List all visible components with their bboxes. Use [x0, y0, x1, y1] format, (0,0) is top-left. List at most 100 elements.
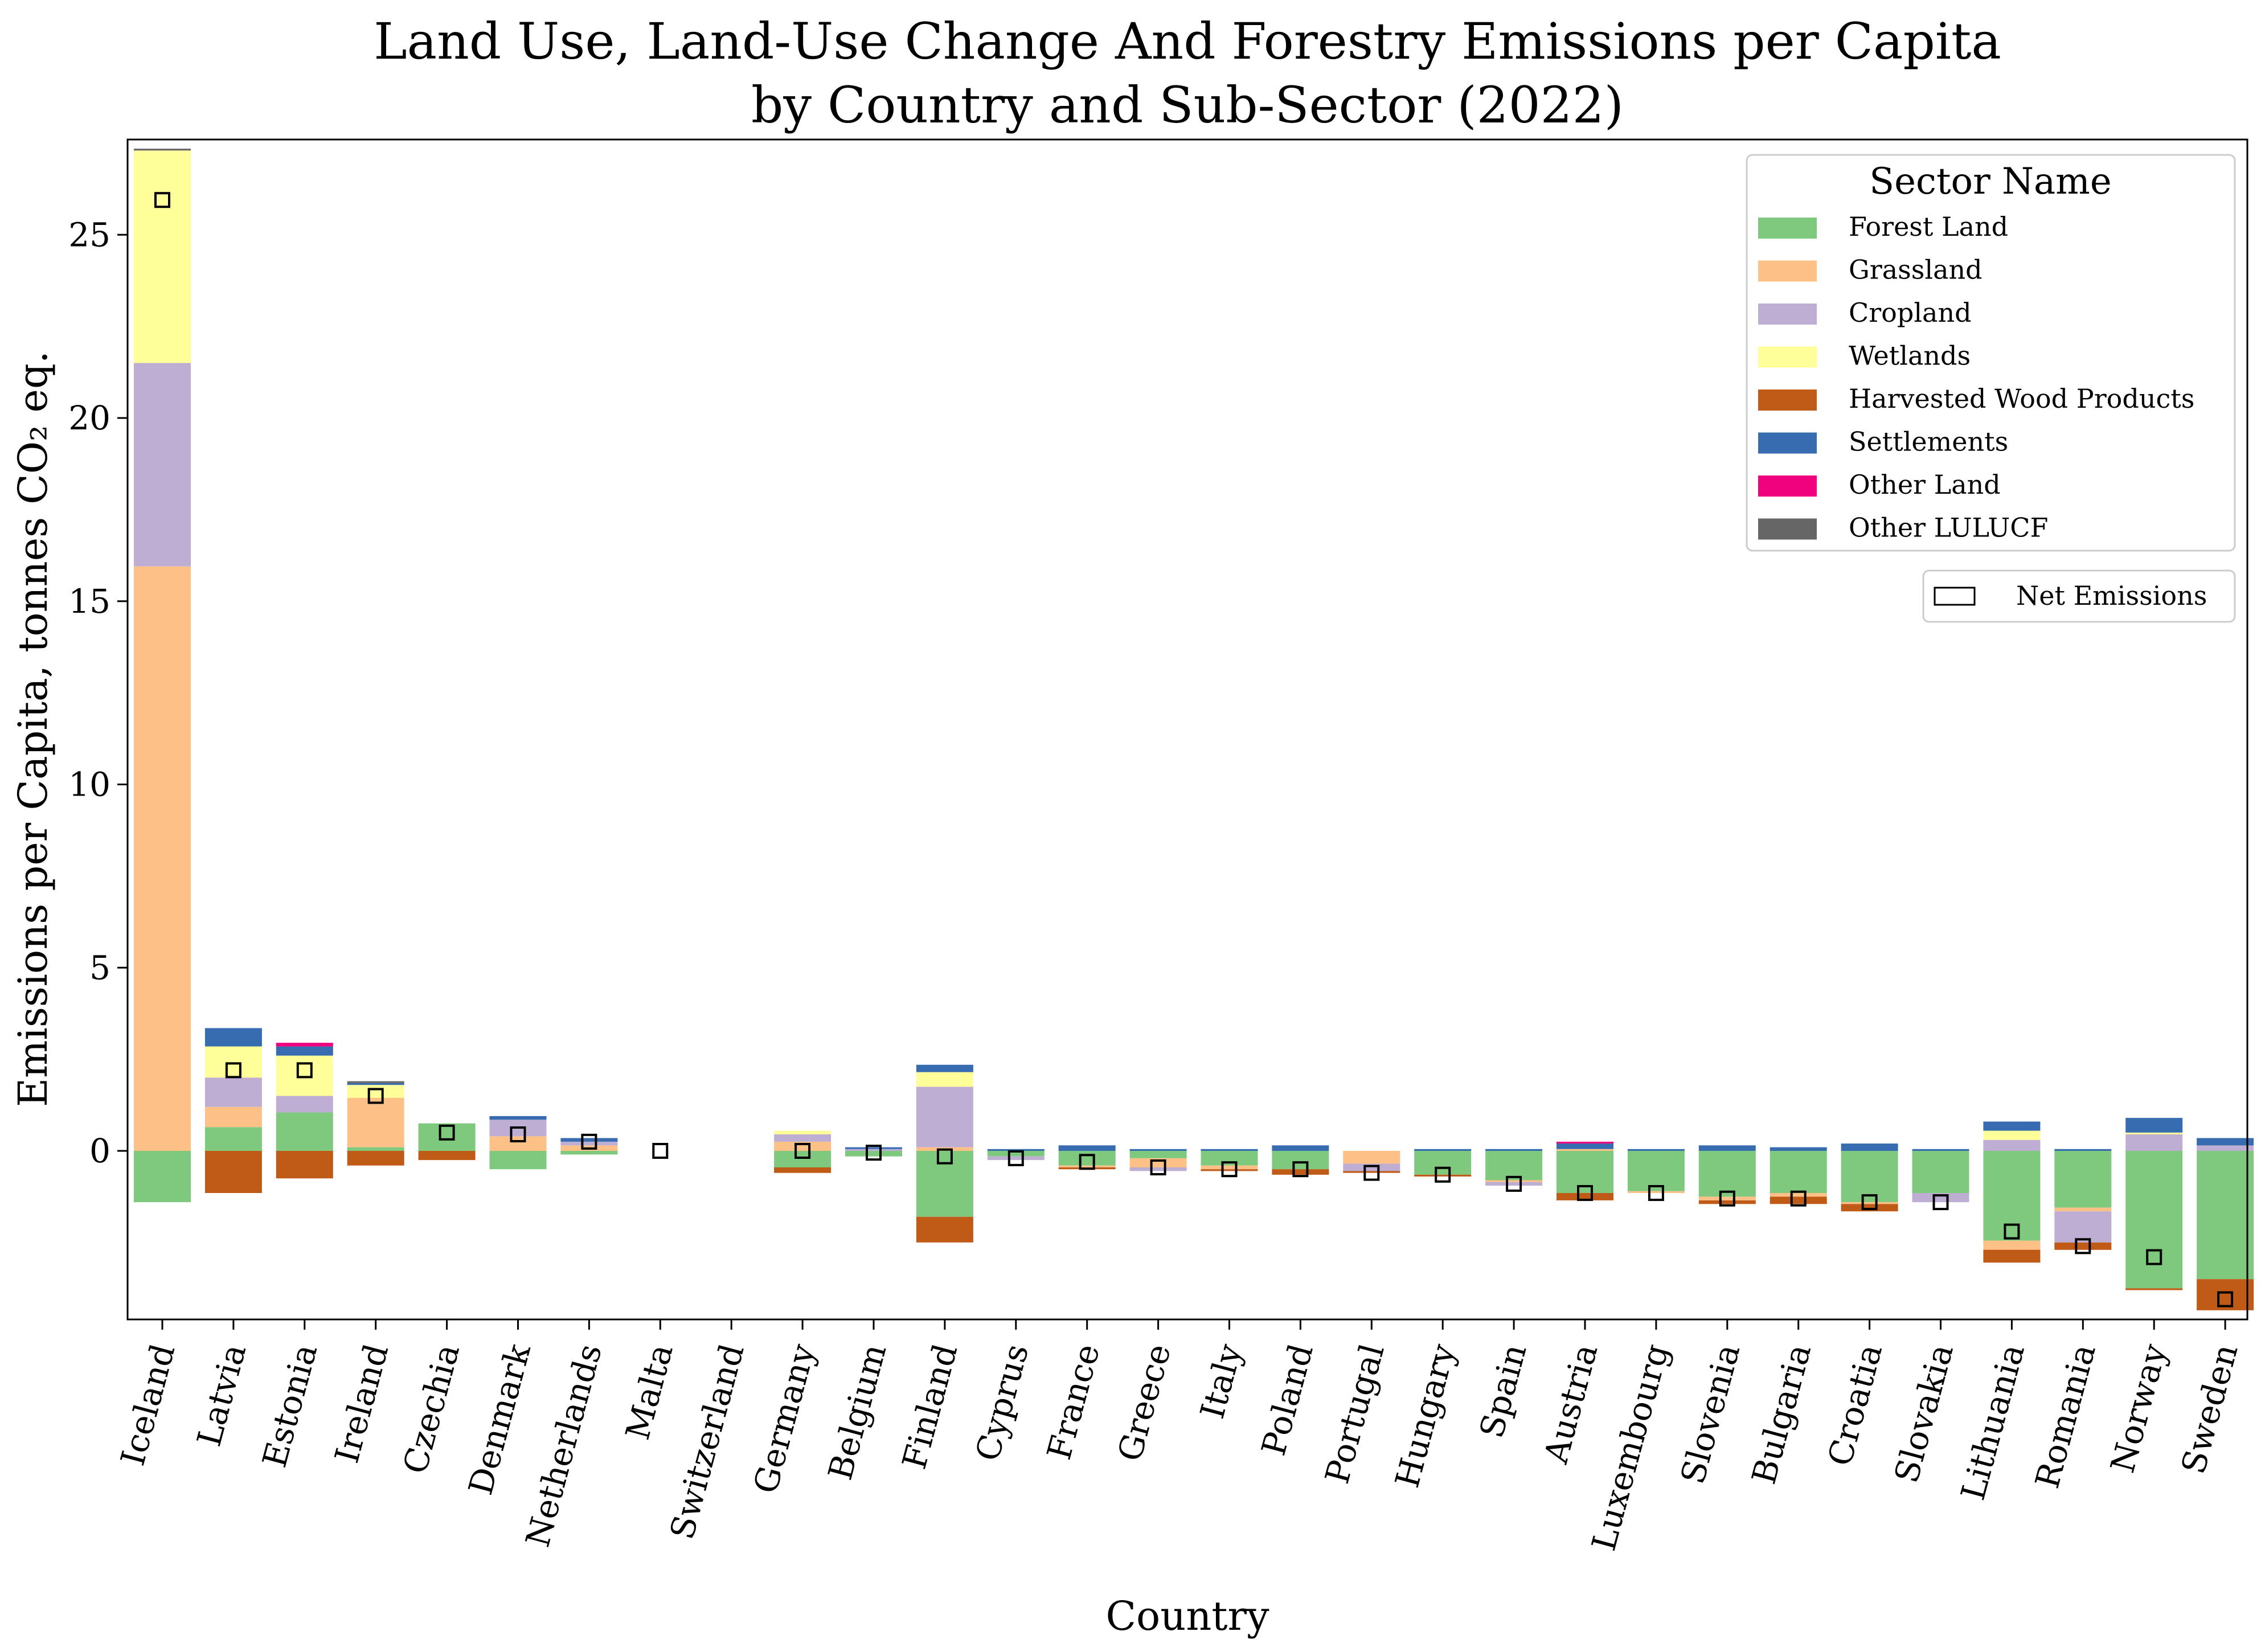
bar-czechia-harvested-wood-products: [418, 1151, 476, 1161]
bar-estonia-settlements: [276, 1046, 333, 1056]
bar-finland-wetlands: [916, 1072, 973, 1087]
legend-label-other-lulucf: Other LULUCF: [1849, 513, 2048, 543]
x-axis-label: Country: [1105, 1593, 1269, 1639]
x-tick-label-malta: Malta: [618, 1340, 681, 1444]
bar-croatia-harvested-wood-products: [1841, 1204, 1898, 1212]
bar-finland-forest-land: [916, 1151, 973, 1217]
y-tick-label: 25: [68, 215, 110, 254]
x-tick-label-estonia: Estonia: [255, 1340, 325, 1471]
bar-greece-cropland: [1129, 1167, 1187, 1171]
bar-iceland-cropland: [134, 363, 191, 567]
bar-greece-forest-land: [1129, 1151, 1187, 1158]
net-marker-romania: [2075, 1238, 2091, 1255]
legend-swatch-other-lulucf: [1758, 518, 1817, 540]
net-marker-greece: [1150, 1159, 1166, 1175]
bar-latvia-forest-land: [204, 1127, 262, 1151]
bar-belgium-forest-land: [845, 1151, 902, 1157]
bar-ireland-grassland: [347, 1097, 404, 1147]
net-marker-lithuania: [2004, 1223, 2020, 1240]
bar-austria-other-land: [1557, 1141, 1613, 1144]
net-marker-sweden: [2217, 1291, 2234, 1307]
y-tick-label: 5: [89, 948, 110, 987]
bar-greece-settlements: [1129, 1149, 1187, 1151]
bar-estonia-cropland: [276, 1096, 333, 1113]
bar-slovakia-settlements: [1912, 1149, 1969, 1151]
x-tick-label-switzerland: Switzerland: [662, 1340, 752, 1543]
net-marker-ireland: [367, 1088, 384, 1104]
net-marker-hungary: [1435, 1166, 1451, 1183]
x-tick-label-iceland: Iceland: [113, 1340, 183, 1470]
x-tick-label-croatia: Croatia: [1820, 1340, 1890, 1470]
bar-romania-settlements: [2054, 1149, 2112, 1151]
net-marker-slovakia: [1932, 1194, 1949, 1211]
bar-germany-forest-land: [774, 1151, 832, 1167]
net-marker-latvia: [225, 1062, 241, 1079]
bar-norway-wetlands: [2125, 1132, 2183, 1134]
bar-estonia-forest-land: [276, 1112, 333, 1151]
x-tick-label-cyprus: Cyprus: [968, 1340, 1037, 1465]
bar-romania-grassland: [2054, 1207, 2112, 1212]
y-tick-label: 20: [68, 399, 110, 437]
bar-hungary-settlements: [1414, 1149, 1472, 1151]
bar-ireland-wetlands: [347, 1085, 404, 1098]
bar-spain-grassland: [1485, 1180, 1543, 1182]
net-marker-croatia: [1861, 1194, 1878, 1211]
x-tick-label-greece: Greece: [1110, 1340, 1178, 1465]
bar-lithuania-harvested-wood-products: [1983, 1249, 2041, 1263]
bar-ireland-settlements: [347, 1083, 404, 1085]
bar-cyprus-cropland: [987, 1156, 1045, 1161]
bar-lithuania-grassland: [1983, 1240, 2041, 1250]
net-legend-frame: [1922, 569, 2236, 623]
bar-latvia-wetlands: [204, 1046, 262, 1078]
x-tick-label-germany: Germany: [746, 1340, 823, 1498]
bar-slovenia-grassland: [1698, 1196, 1756, 1200]
bar-slovenia-forest-land: [1698, 1151, 1756, 1197]
chart-subtitle: by Country and Sub-Sector (2022): [751, 76, 1624, 134]
bar-poland-settlements: [1272, 1145, 1329, 1151]
net-marker-luxembourg: [1648, 1185, 1664, 1201]
bar-italy-harvested-wood-products: [1201, 1169, 1258, 1171]
y-tick-label: 0: [89, 1132, 110, 1170]
net-marker-belgium: [866, 1145, 882, 1161]
net-marker-germany: [794, 1143, 811, 1159]
bar-hungary-harvested-wood-products: [1414, 1174, 1472, 1177]
bar-norway-cropland: [2125, 1134, 2183, 1151]
bar-iceland-forest-land: [134, 1151, 191, 1203]
chart-title: Land Use, Land-Use Change And Forestry E…: [374, 12, 2001, 71]
net-markers-layer: [154, 192, 2234, 1307]
legend-swatch-wetlands: [1758, 346, 1817, 368]
bar-latvia-cropland: [204, 1077, 262, 1107]
bar-cyprus-forest-land: [987, 1151, 1045, 1157]
net-marker-portugal: [1363, 1165, 1380, 1181]
legend-label-grassland: Grassland: [1849, 255, 1983, 285]
legend-swatch-grassland: [1758, 260, 1817, 282]
net-marker-malta: [652, 1143, 669, 1159]
bar-latvia-harvested-wood-products: [204, 1151, 262, 1193]
bar-austria-grassland: [1557, 1149, 1613, 1151]
bar-slovakia-cropland: [1912, 1193, 1969, 1203]
bar-italy-grassland: [1201, 1165, 1258, 1170]
bar-latvia-settlements: [204, 1028, 262, 1047]
bar-ireland-harvested-wood-products: [347, 1151, 404, 1166]
net-marker-spain: [1506, 1175, 1522, 1192]
y-tick-label: 10: [68, 765, 110, 804]
bar-austria-harvested-wood-products: [1557, 1193, 1613, 1200]
bar-bulgaria-forest-land: [1770, 1151, 1827, 1193]
bar-france-forest-land: [1058, 1151, 1116, 1166]
bar-greece-grassland: [1129, 1158, 1187, 1167]
bar-netherlands-cropland: [560, 1141, 618, 1146]
bar-norway-forest-land: [2125, 1151, 2183, 1289]
net-marker-denmark: [510, 1126, 526, 1142]
bar-portugal-harvested-wood-products: [1343, 1171, 1400, 1173]
legend-swatch-settlements: [1758, 432, 1817, 454]
bar-spain-cropland: [1485, 1182, 1543, 1186]
x-tick-label-latvia: Latvia: [190, 1340, 254, 1450]
legend-title: Sector Name: [1869, 161, 2111, 203]
x-tick-label-hungary: Hungary: [1387, 1340, 1463, 1492]
bar-estonia-other-land: [276, 1043, 333, 1047]
net-marker-cyprus: [1007, 1150, 1024, 1166]
bar-ireland-forest-land: [347, 1147, 404, 1151]
legend-swatch-cropland: [1758, 304, 1817, 325]
bars-layer: [134, 149, 2254, 1310]
x-tick-label-poland: Poland: [1254, 1340, 1321, 1460]
